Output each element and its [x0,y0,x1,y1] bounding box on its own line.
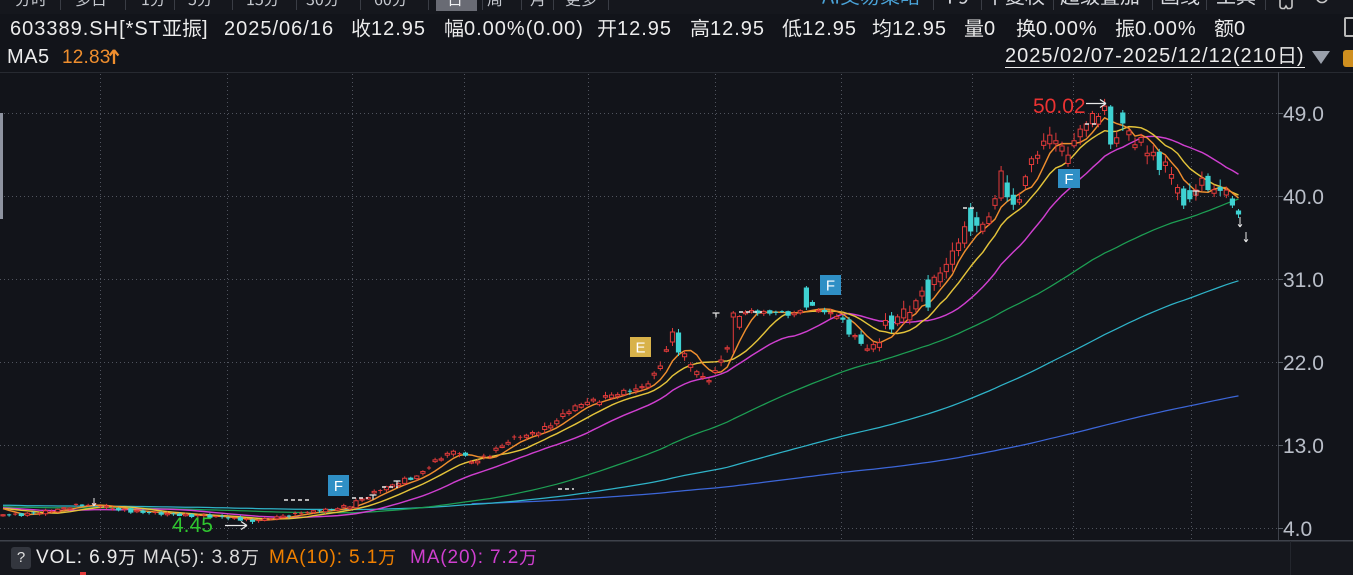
svg-text:40.0: 40.0 [1283,186,1324,209]
svg-text:13.0: 13.0 [1283,435,1324,458]
svg-text:F: F [334,478,343,495]
svg-text:4.0: 4.0 [1283,518,1312,541]
svg-text:31.0: 31.0 [1283,269,1324,292]
svg-text:50.02: 50.02 [1033,95,1086,118]
svg-text:F: F [1064,171,1073,188]
svg-text:49.0: 49.0 [1283,103,1324,126]
svg-text:4.45: 4.45 [172,514,213,537]
svg-text:22.0: 22.0 [1283,352,1324,375]
svg-text:E: E [635,340,645,357]
svg-text:F: F [826,278,835,295]
